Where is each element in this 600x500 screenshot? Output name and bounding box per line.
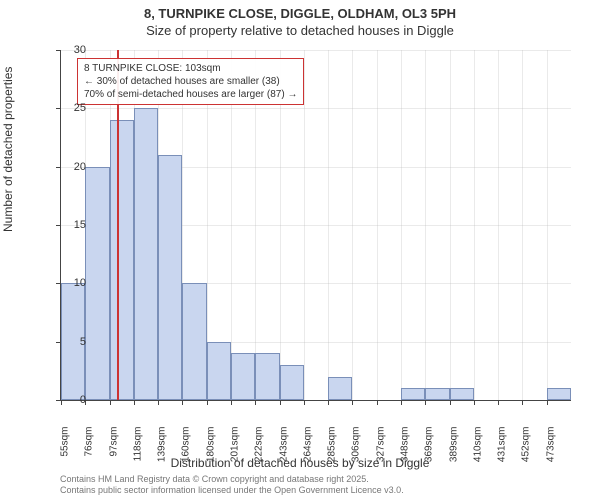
annotation-line2: ← 30% of detached houses are smaller (38… — [84, 75, 297, 88]
chart-title-line2: Size of property relative to detached ho… — [0, 21, 600, 42]
histogram-bar — [450, 388, 474, 400]
gridline-v — [401, 50, 402, 400]
gridline-h — [61, 50, 571, 51]
gridline-v — [522, 50, 523, 400]
xtick-mark — [401, 400, 402, 405]
gridline-v — [377, 50, 378, 400]
histogram-bar — [231, 353, 255, 400]
xtick-mark — [522, 400, 523, 405]
histogram-bar — [328, 377, 352, 400]
xtick-mark — [255, 400, 256, 405]
xtick-mark — [304, 400, 305, 405]
xtick-mark — [352, 400, 353, 405]
histogram-bar — [207, 342, 231, 400]
gridline-v — [498, 50, 499, 400]
histogram-bar — [85, 167, 109, 400]
annotation-box: 8 TURNPIKE CLOSE: 103sqm← 30% of detache… — [77, 58, 304, 105]
histogram-bar — [134, 108, 158, 400]
gridline-v — [474, 50, 475, 400]
histogram-bar — [158, 155, 182, 400]
gridline-v — [352, 50, 353, 400]
xtick-mark — [207, 400, 208, 405]
xtick-mark — [498, 400, 499, 405]
gridline-v — [450, 50, 451, 400]
xtick-mark — [110, 400, 111, 405]
xtick-mark — [547, 400, 548, 405]
xtick-mark — [377, 400, 378, 405]
footer-attribution: Contains HM Land Registry data © Crown c… — [60, 474, 404, 496]
xtick-mark — [474, 400, 475, 405]
ytick-label: 0 — [46, 394, 86, 406]
xtick-mark — [182, 400, 183, 405]
xtick-mark — [134, 400, 135, 405]
ytick-label: 20 — [46, 161, 86, 173]
footer-line1: Contains HM Land Registry data © Crown c… — [60, 474, 404, 485]
histogram-bar — [425, 388, 449, 400]
x-axis-label: Distribution of detached houses by size … — [0, 456, 600, 470]
ytick-label: 25 — [46, 102, 86, 114]
histogram-bar — [255, 353, 279, 400]
xtick-mark — [450, 400, 451, 405]
ytick-label: 5 — [46, 336, 86, 348]
ytick-label: 30 — [46, 44, 86, 56]
chart-title-line1: 8, TURNPIKE CLOSE, DIGGLE, OLDHAM, OL3 5… — [0, 0, 600, 21]
annotation-line1: 8 TURNPIKE CLOSE: 103sqm — [84, 62, 297, 75]
annotation-line3: 70% of semi-detached houses are larger (… — [84, 88, 297, 101]
xtick-mark — [328, 400, 329, 405]
plot-area: 55sqm76sqm97sqm118sqm139sqm160sqm180sqm2… — [60, 50, 571, 401]
histogram-bar — [110, 120, 134, 400]
xtick-mark — [425, 400, 426, 405]
histogram-bar — [182, 283, 206, 400]
histogram-bar — [547, 388, 571, 400]
gridline-v — [425, 50, 426, 400]
xtick-mark — [280, 400, 281, 405]
ytick-label: 10 — [46, 277, 86, 289]
xtick-mark — [231, 400, 232, 405]
histogram-bar — [280, 365, 304, 400]
histogram-bar — [401, 388, 425, 400]
gridline-v — [547, 50, 548, 400]
y-axis-label: Number of detached properties — [1, 67, 15, 232]
gridline-v — [328, 50, 329, 400]
ytick-label: 15 — [46, 219, 86, 231]
histogram-chart: 8, TURNPIKE CLOSE, DIGGLE, OLDHAM, OL3 5… — [0, 0, 600, 500]
footer-line2: Contains public sector information licen… — [60, 485, 404, 496]
xtick-mark — [158, 400, 159, 405]
